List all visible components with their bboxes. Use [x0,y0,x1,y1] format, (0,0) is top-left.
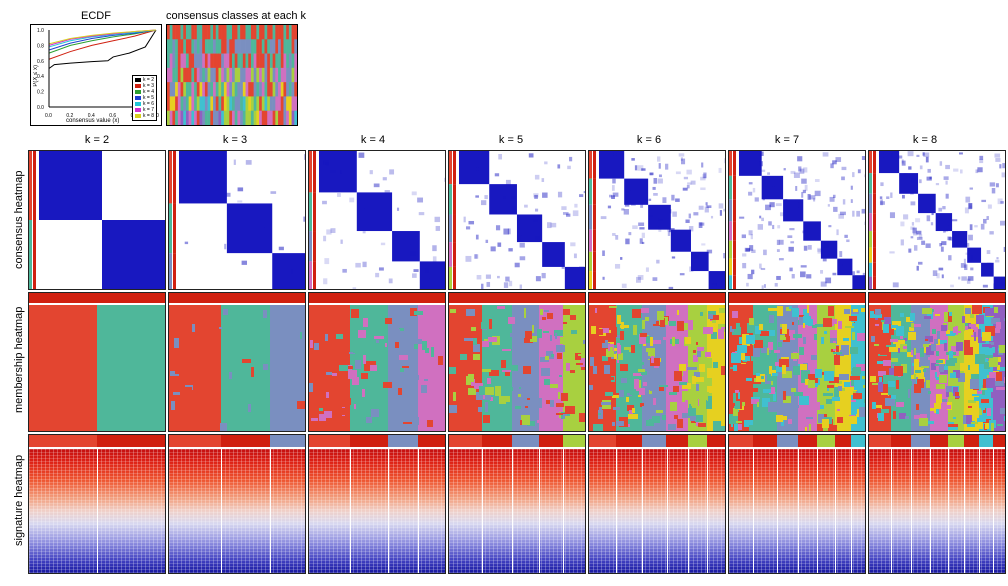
cck-title: consensus classes at each k [166,10,306,22]
svg-text:0.0: 0.0 [45,113,52,119]
consensus-heatmap-k6 [588,150,726,290]
col-header-k7: k = 7 [718,134,856,150]
consensus-heatmap-k8 [868,150,1006,290]
signature-heatmap-k4 [308,434,446,574]
membership-heatmap-k7 [728,292,866,432]
col-header-k6: k = 6 [580,134,718,150]
signature-heatmap-k3 [168,434,306,574]
consensus-heatmap-k4 [308,150,446,290]
ecdf-plot: 0.00.00.20.20.40.40.60.60.80.81.01.0 P(X… [30,24,162,126]
membership-heatmap-k3 [168,292,306,432]
ecdf-legend: k = 2k = 3k = 4k = 5k = 6k = 7k = 8 [132,75,157,121]
svg-text:0.8: 0.8 [37,43,44,49]
signature-heatmap-k6 [588,434,726,574]
col-header-k8: k = 8 [856,134,994,150]
row-consensus [28,150,1008,290]
col-headers: k = 2k = 3k = 4k = 5k = 6k = 7k = 8 [28,134,1008,150]
row-label-membership: membership heatmap [10,290,28,430]
row-label-signature: signature heatmap [10,430,28,570]
col-header-k2: k = 2 [28,134,166,150]
row-membership [28,292,1008,432]
signature-heatmap-k7 [728,434,866,574]
ecdf-ylabel: P(X ≤ x) [33,65,39,87]
svg-text:1.0: 1.0 [37,28,44,34]
consensus-heatmap-k7 [728,150,866,290]
col-header-k3: k = 3 [166,134,304,150]
ecdf-xlabel: consensus value (x) [66,118,119,124]
signature-heatmap-k2 [28,434,166,574]
cck-plot [166,24,298,126]
svg-text:0.2: 0.2 [37,90,44,96]
ecdf-panel: ECDF 0.00.00.20.20.40.40.60.60.80.81.01.… [30,10,162,126]
signature-heatmap-k5 [448,434,586,574]
membership-heatmap-k5 [448,292,586,432]
signature-heatmap-k8 [868,434,1006,574]
heatmap-grid: consensus heatmap membership heatmap sig… [10,134,1008,576]
consensus-heatmap-k2 [28,150,166,290]
consensus-heatmap-k3 [168,150,306,290]
col-header-k4: k = 4 [304,134,442,150]
svg-text:0.0: 0.0 [37,105,44,111]
membership-heatmap-k4 [308,292,446,432]
row-signature [28,434,1008,574]
cck-svg [167,25,297,125]
membership-heatmap-k8 [868,292,1006,432]
svg-text:0.6: 0.6 [37,59,44,65]
row-label-consensus: consensus heatmap [10,150,28,290]
consensus-heatmap-k5 [448,150,586,290]
membership-heatmap-k2 [28,292,166,432]
membership-heatmap-k6 [588,292,726,432]
consensus-classes-panel: consensus classes at each k [166,10,306,126]
col-header-k5: k = 5 [442,134,580,150]
ecdf-title: ECDF [30,10,162,22]
